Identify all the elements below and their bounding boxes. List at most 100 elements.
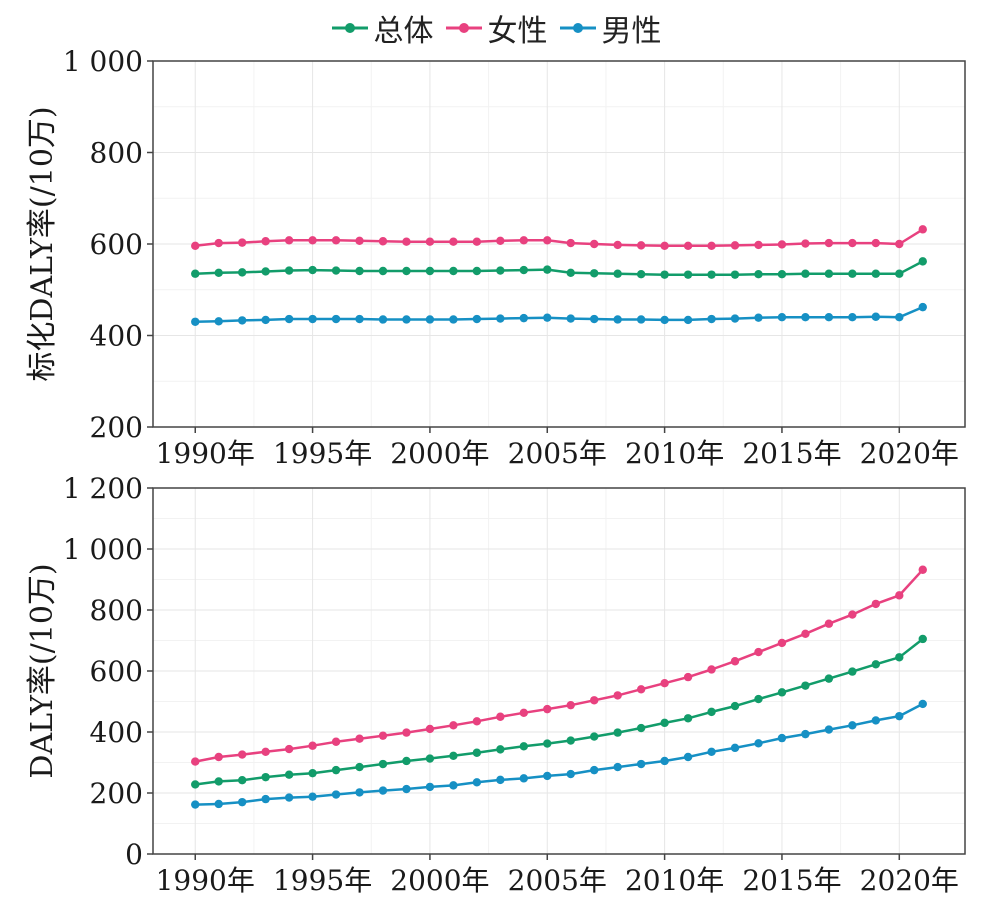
- data-point: [519, 313, 528, 323]
- data-point: [449, 781, 458, 790]
- x-tick-label: 2015年: [742, 437, 841, 470]
- data-point: [355, 762, 364, 772]
- data-point: [284, 744, 294, 754]
- data-point: [378, 237, 388, 246]
- series-line: [195, 702, 924, 806]
- data-point: [871, 660, 881, 669]
- data-point: [871, 269, 881, 278]
- data-point: [331, 765, 341, 775]
- data-point: [284, 770, 294, 779]
- x-tick-label: 1990年: [156, 864, 255, 897]
- data-point: [378, 266, 388, 276]
- data-point: [402, 728, 411, 737]
- data-point: [331, 790, 341, 799]
- data-point: [660, 241, 669, 251]
- data-point: [824, 269, 834, 278]
- data-point: [449, 237, 458, 246]
- data-point: [472, 717, 482, 726]
- data-point: [801, 269, 810, 278]
- data-point: [284, 314, 294, 324]
- data-point: [284, 266, 294, 275]
- data-point: [402, 315, 411, 324]
- data-point: [261, 794, 270, 804]
- data-point: [402, 237, 411, 246]
- x-tick-label: 2000年: [390, 437, 489, 470]
- data-point: [496, 314, 505, 323]
- data-point: [284, 236, 294, 245]
- y-tick-label: 1 200: [63, 472, 143, 505]
- data-point: [566, 238, 575, 248]
- data-point: [214, 752, 223, 762]
- data-point: [308, 768, 317, 778]
- data-point: [848, 313, 857, 322]
- data-point: [331, 236, 341, 245]
- data-point: [237, 750, 247, 759]
- data-point: [214, 268, 223, 278]
- y-tick-label: 200: [90, 777, 143, 810]
- data-point: [660, 270, 669, 279]
- data-point: [895, 653, 904, 662]
- legend-key: [559, 23, 596, 33]
- legend-item: 女性: [444, 6, 548, 50]
- data-point: [660, 315, 669, 325]
- data-point: [425, 266, 435, 276]
- data-point: [848, 721, 857, 730]
- y-tick-label: 600: [90, 228, 143, 261]
- data-point: [214, 317, 223, 326]
- data-point: [848, 238, 857, 248]
- data-point: [261, 772, 270, 782]
- legend-label: 女性: [487, 14, 548, 49]
- data-point: [848, 269, 857, 278]
- data-point: [613, 269, 622, 278]
- data-point: [918, 302, 927, 312]
- data-point: [590, 269, 599, 278]
- chart-panel-1: 200 400 600 800 1 000 1990年 1995年 2000年 2005年 201…: [25, 45, 966, 470]
- x-tick-label: 2020年: [860, 437, 959, 470]
- data-point: [590, 239, 599, 249]
- data-point: [848, 667, 857, 676]
- legend-item: 总体: [330, 6, 434, 50]
- y-tick-label: 0: [125, 838, 143, 871]
- data-point: [777, 638, 787, 648]
- data-point: [801, 729, 810, 739]
- y-tick-label: 1 000: [63, 45, 143, 78]
- data-point: [237, 316, 247, 325]
- data-point: [519, 236, 528, 245]
- data-point: [191, 780, 200, 789]
- data-point: [590, 696, 599, 705]
- x-tick-label: 2010年: [625, 437, 724, 470]
- data-point: [613, 691, 622, 700]
- x-tick-label: 1990年: [156, 437, 255, 470]
- data-point: [777, 733, 787, 743]
- data-point: [378, 315, 388, 324]
- data-point: [895, 711, 904, 721]
- data-point: [191, 317, 200, 326]
- data-point: [918, 634, 927, 644]
- data-point: [636, 759, 646, 769]
- data-point: [730, 314, 740, 323]
- data-point: [754, 269, 763, 279]
- data-point: [449, 721, 458, 730]
- data-point: [754, 739, 763, 748]
- data-point: [777, 313, 787, 322]
- data-point: [308, 741, 317, 750]
- data-point: [449, 266, 458, 276]
- data-point: [378, 786, 388, 795]
- y-tick-label: 200: [90, 411, 143, 444]
- y-tick-label: 800: [90, 594, 143, 627]
- data-point: [472, 266, 482, 276]
- data-point: [824, 619, 834, 628]
- x-tick-label: 2000年: [390, 864, 489, 897]
- data-point: [777, 688, 787, 697]
- data-point: [636, 269, 646, 279]
- data-point: [707, 270, 716, 279]
- data-point: [543, 739, 552, 748]
- data-point: [730, 657, 740, 666]
- x-tick-label: 2005年: [508, 437, 607, 470]
- data-point: [660, 679, 669, 688]
- data-point: [613, 315, 622, 324]
- data-point: [214, 799, 223, 809]
- data-point: [449, 751, 458, 760]
- data-point: [754, 647, 763, 657]
